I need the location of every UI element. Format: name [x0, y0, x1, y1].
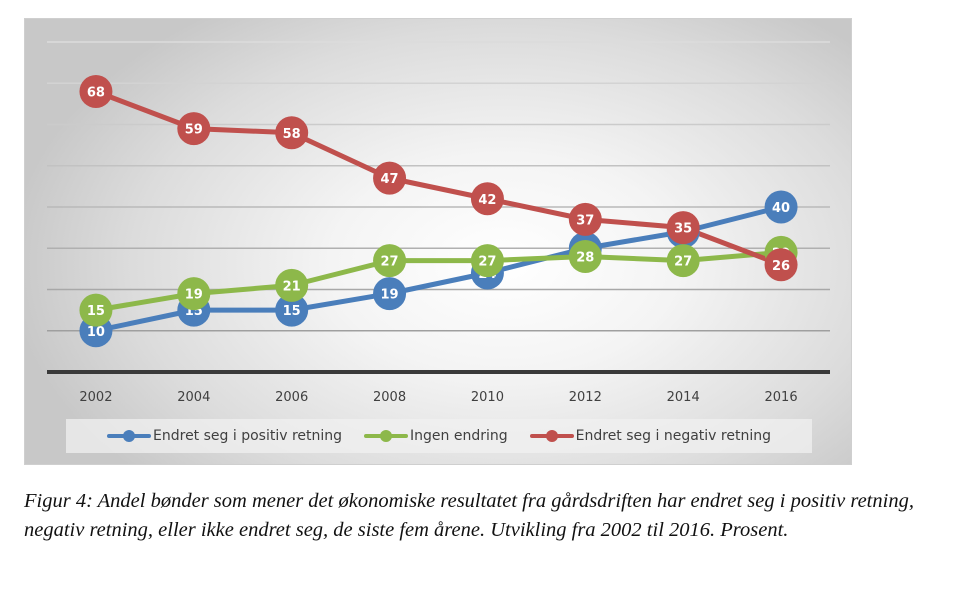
- data-label: 40: [772, 201, 790, 216]
- data-label: 42: [478, 193, 496, 208]
- series-markers: 1519212727282729: [79, 235, 798, 327]
- data-point: [177, 277, 211, 311]
- legend-item-negative: Endret seg i negativ retning: [529, 428, 771, 444]
- data-label: 19: [381, 288, 399, 303]
- data-label: 28: [576, 251, 594, 266]
- data-point: [666, 244, 700, 278]
- data-label: 26: [772, 259, 790, 274]
- data-point: [79, 75, 113, 108]
- x-tick-label: 2006: [275, 390, 308, 405]
- legend-item-positive: Endret seg i positiv retning: [107, 428, 342, 444]
- series-markers: 68 59 58 47 42 37 35 26: [79, 75, 798, 282]
- data-label: 58: [283, 127, 301, 142]
- data-label: 15: [283, 304, 301, 319]
- data-point: [275, 268, 309, 302]
- data-point: [373, 277, 407, 311]
- data-point: [373, 244, 407, 278]
- x-tick-label: 2012: [569, 390, 602, 405]
- legend-swatch-red-line-icon: [529, 430, 574, 442]
- data-label: 27: [381, 255, 399, 270]
- x-tick-label: 2014: [667, 390, 700, 405]
- legend-swatch-blue-line-icon: [107, 430, 152, 442]
- data-label: 68: [87, 86, 105, 101]
- data-label: 10: [87, 325, 105, 340]
- legend-label: Endret seg i negativ retning: [575, 428, 771, 444]
- data-label: 35: [674, 222, 692, 237]
- data-label: 27: [674, 255, 692, 270]
- data-point: [568, 202, 602, 236]
- data-label: 59: [185, 123, 203, 138]
- x-tick-label: 2008: [373, 390, 406, 405]
- data-point: [275, 116, 309, 150]
- data-point: [373, 161, 407, 195]
- data-point: [79, 293, 113, 327]
- x-tick-label: 2010: [471, 390, 504, 405]
- data-point: [275, 293, 309, 327]
- data-point: [470, 244, 504, 278]
- data-label: 19: [185, 288, 203, 303]
- figure-caption: Figur 4: Andel bønder som mener det økon…: [24, 490, 914, 541]
- x-tick-label: 2004: [177, 390, 210, 405]
- chart-area: 2002 2004 2006 2008 2010 2012 2014 2016 10 15 15 1…: [24, 18, 852, 465]
- legend-item-no-change: Ingen endring: [364, 428, 508, 444]
- data-point: [764, 190, 798, 224]
- series-lines: 1015151924303440151921272728272968595847…: [79, 75, 798, 348]
- x-tick-label: 2016: [765, 390, 798, 405]
- data-label: 15: [87, 304, 105, 319]
- data-label: 21: [283, 279, 301, 294]
- data-label: 47: [381, 172, 399, 187]
- legend-swatch-green-line-icon: [364, 430, 409, 442]
- data-label: 37: [576, 213, 594, 228]
- data-point: [177, 112, 211, 146]
- data-point: [764, 248, 798, 282]
- data-point: [666, 211, 700, 245]
- line-chart: 2002 2004 2006 2008 2010 2012 2014 2016 10 15 15 1…: [47, 41, 830, 405]
- data-point: [470, 182, 504, 216]
- legend: Endret seg i positiv retning Ingen endri…: [66, 419, 812, 453]
- legend-label: Endret seg i positiv retning: [153, 428, 343, 444]
- data-point: [568, 240, 602, 273]
- legend-label: Ingen endring: [410, 428, 508, 444]
- data-label: 27: [478, 255, 496, 270]
- x-tick-label: 2002: [79, 390, 112, 405]
- x-axis-tick-labels: 2002 2004 2006 2008 2010 2012 2014 2016: [79, 390, 797, 405]
